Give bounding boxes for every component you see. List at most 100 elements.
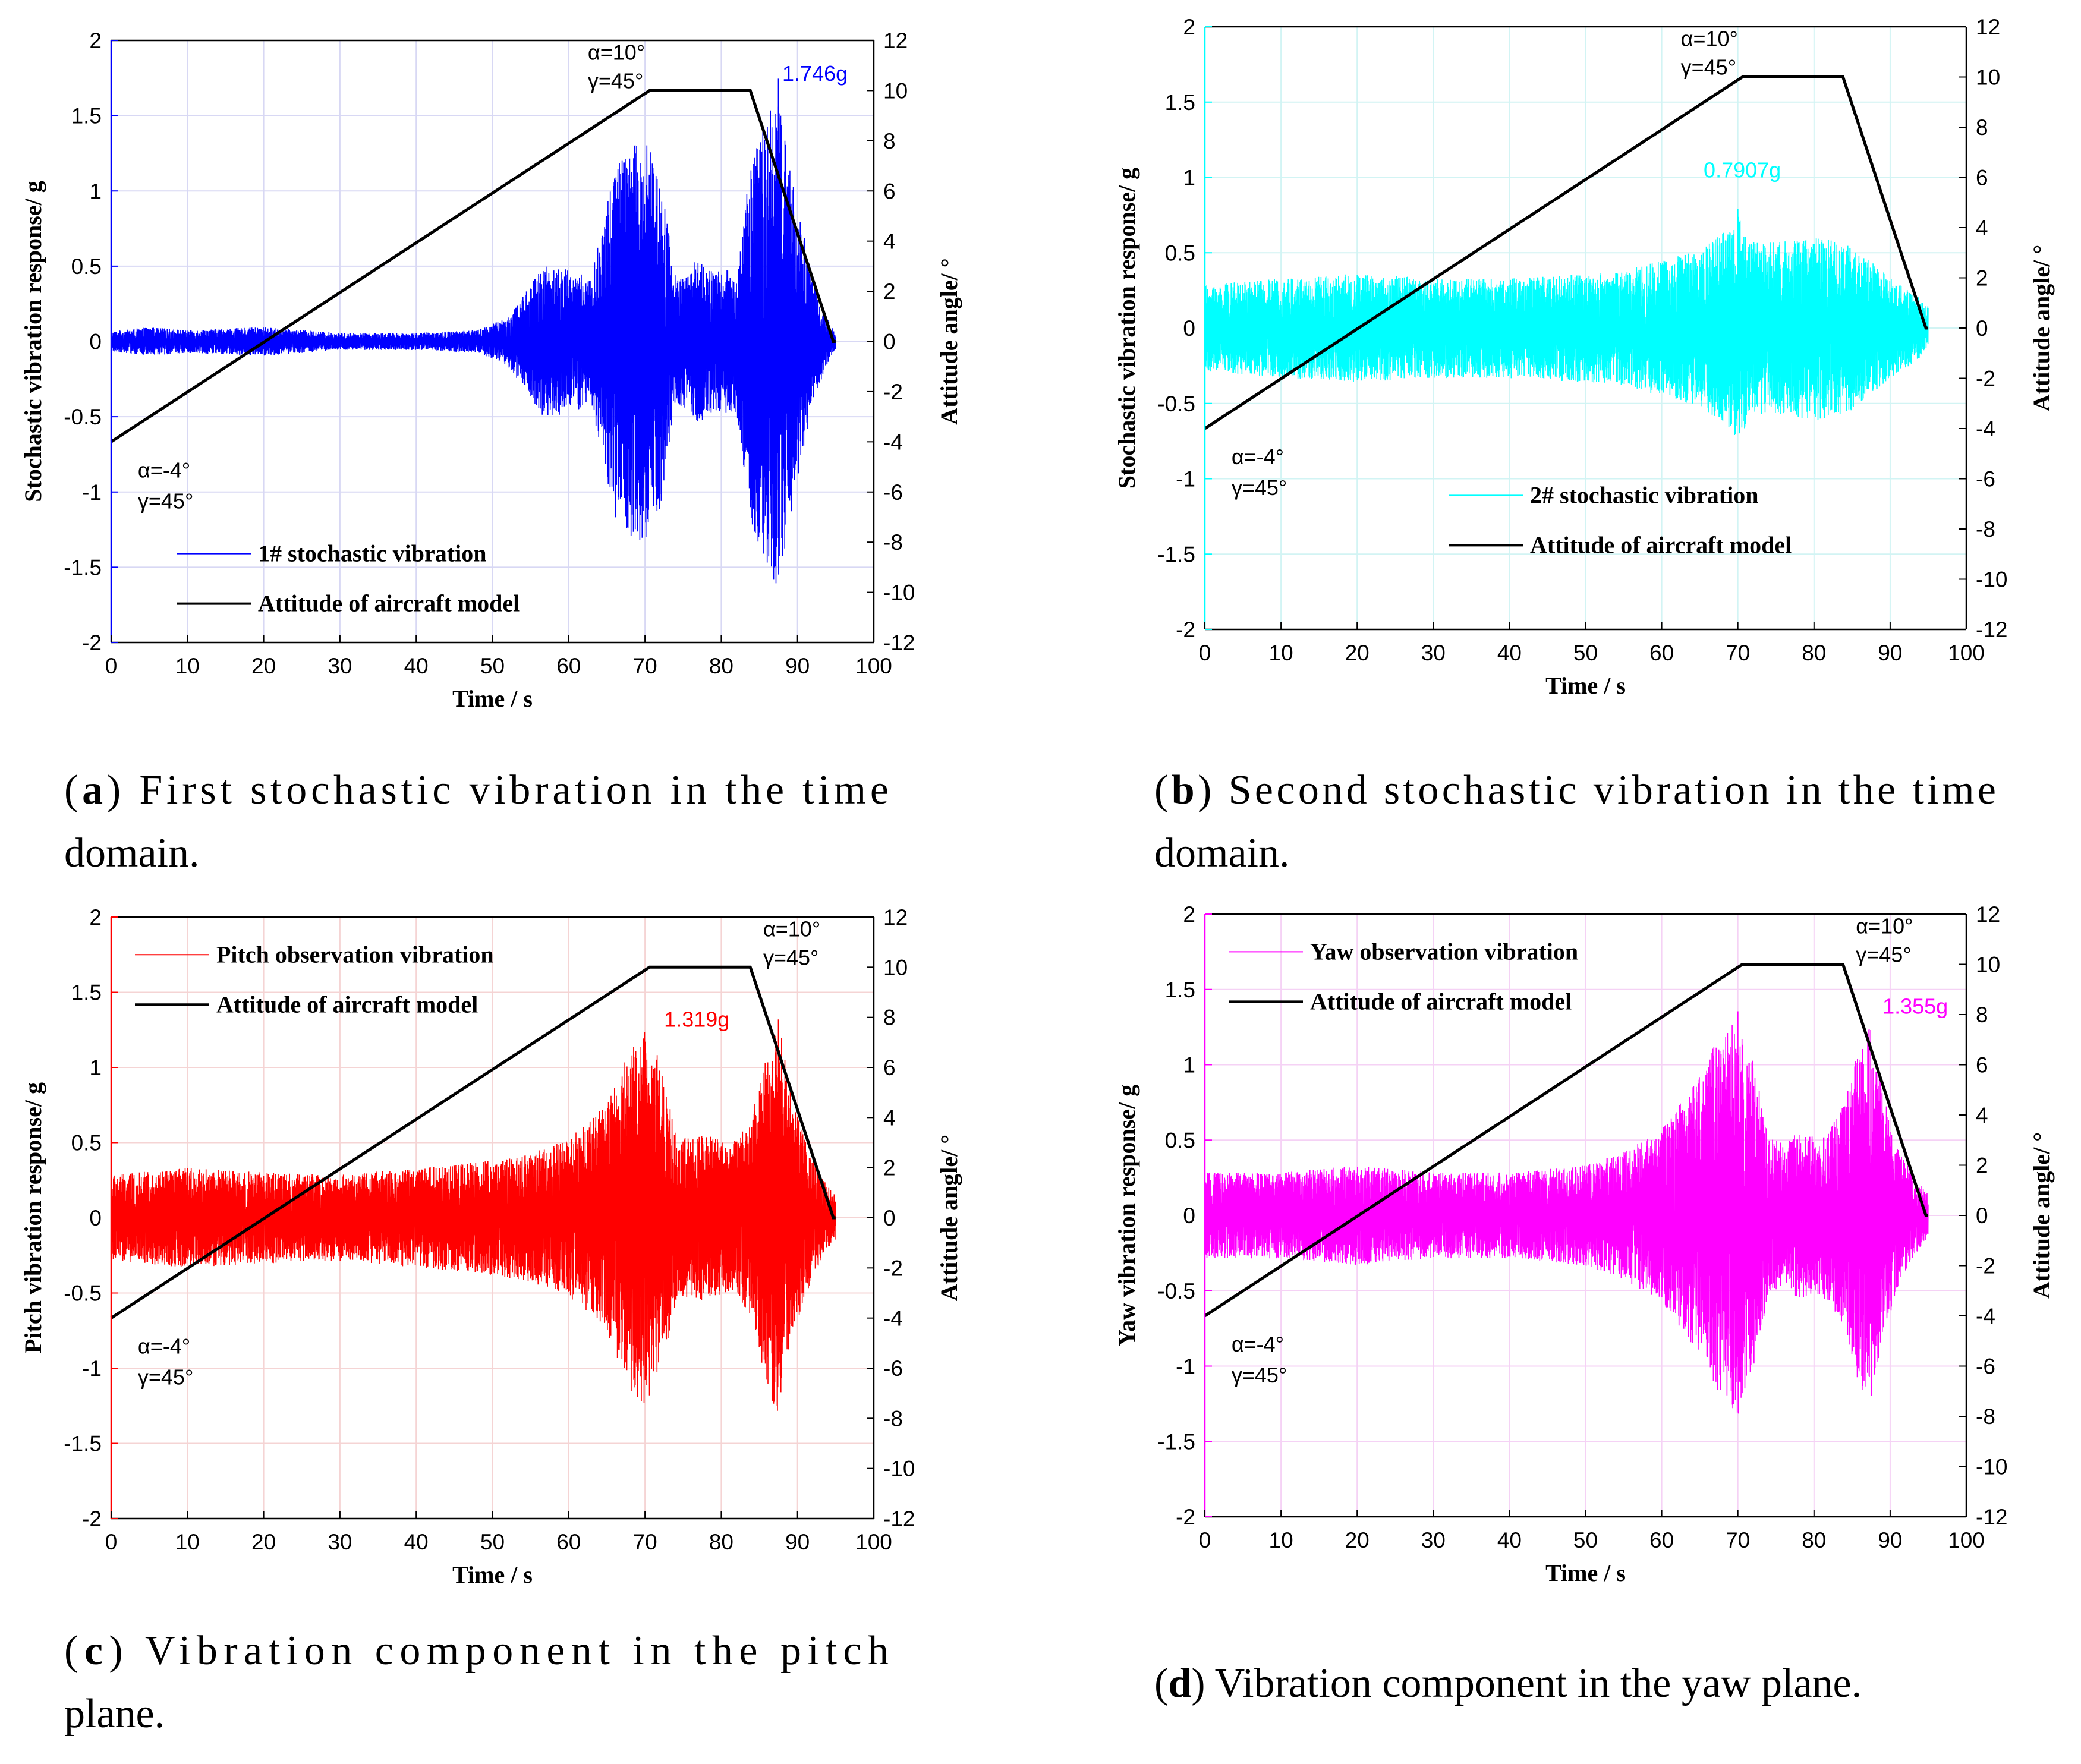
annotation-start-gamma: γ=45°: [1232, 475, 1287, 500]
y-tick-label: 1.5: [71, 104, 102, 128]
y2-tick-label: -6: [1976, 467, 1995, 492]
y2-axis-title: Attitude angle/ °: [936, 258, 962, 424]
y2-tick-label: 0: [883, 1206, 896, 1230]
x-tick-label: 0: [1199, 1528, 1211, 1552]
x-tick-label: 0: [1199, 641, 1211, 665]
x-tick-label: 80: [709, 654, 733, 678]
y-tick-label: 0.5: [71, 254, 102, 279]
x-tick-label: 100: [855, 1530, 892, 1554]
annotation-start-alpha: α=-4°: [1232, 445, 1284, 469]
y2-tick-label: 4: [883, 1105, 896, 1130]
annotation-plateau-gamma: γ=45°: [1681, 55, 1736, 80]
y2-tick-label: 10: [883, 955, 908, 979]
panel-c: 0 10 20 30 40 50 60 70 80 90 100-2-1.5-1-0.500.511…: [20, 905, 962, 1737]
x-tick-label: 40: [1497, 1528, 1522, 1552]
annotation-plateau-gamma: γ=45°: [588, 68, 643, 93]
caption-text: Vibration component in the pitch: [145, 1628, 889, 1674]
x-axis-title: Time / s: [452, 685, 533, 712]
x-tick-label: 70: [633, 1530, 657, 1554]
y-tick-label: -2: [1176, 1505, 1195, 1529]
y-tick-label: 0.5: [1165, 1128, 1195, 1152]
y2-tick-label: 6: [1976, 166, 1988, 190]
legend-label-attitude: Attitude of aircraft model: [1530, 531, 1792, 558]
y-tick-label: -0.5: [1157, 1279, 1195, 1303]
x-tick-label: 70: [633, 654, 657, 678]
y2-tick-label: 4: [883, 229, 896, 254]
caption-letter: c: [84, 1628, 103, 1674]
caption-paren-open: (: [64, 1628, 78, 1674]
x-tick-label: 100: [855, 654, 892, 678]
annotation-start-alpha: α=-4°: [138, 458, 190, 482]
y-tick-label: -2: [82, 631, 102, 655]
peak-label: 0.7907g: [1704, 158, 1781, 182]
y2-tick-label: -4: [883, 1306, 903, 1331]
y2-tick-label: 2: [883, 1156, 896, 1180]
y2-axis-title: Attitude angle/ °: [2028, 1132, 2055, 1299]
y2-tick-label: 12: [883, 905, 908, 930]
caption-line-2: plane.: [64, 1691, 165, 1737]
y2-tick-label: -8: [883, 1406, 903, 1431]
y-tick-label: 2: [89, 29, 102, 53]
peak-label: 1.746g: [782, 61, 848, 86]
y-tick-label: 0: [89, 1206, 102, 1230]
caption-paren-close: ): [109, 1628, 138, 1674]
y-tick-label: -1.5: [1157, 542, 1195, 566]
annotation-start-gamma: γ=45°: [1232, 1363, 1287, 1387]
y2-tick-label: -4: [1976, 1304, 1995, 1328]
vibration-series-line: [111, 1032, 836, 1411]
y-tick-label: -0.5: [64, 1281, 102, 1306]
caption-text: Second stochastic vibration in the time: [1229, 767, 1996, 813]
annotation-plateau-gamma: γ=45°: [763, 945, 818, 969]
y2-tick-label: 12: [1976, 15, 2000, 39]
y-tick-label: 1.5: [1165, 978, 1195, 1002]
annotation-plateau-alpha: α=10°: [588, 40, 645, 64]
y-tick-label: 2: [89, 905, 102, 930]
x-axis-title: Time / s: [1545, 672, 1626, 699]
x-tick-label: 40: [1497, 641, 1522, 665]
caption-paren-close: ): [1191, 1661, 1215, 1706]
y-tick-label: 1: [89, 179, 102, 203]
x-tick-label: 50: [1573, 641, 1598, 665]
y2-tick-label: -12: [1976, 618, 2007, 642]
x-tick-label: 10: [1269, 1528, 1293, 1552]
panel-b: 0 10 20 30 40 50 60 70 80 90 100-2-1.5-1-0.500.511…: [1113, 15, 2055, 876]
vibration-series-line: [111, 106, 836, 584]
legend-label-vibration: 2# stochastic vibration: [1530, 481, 1758, 508]
y2-tick-label: 6: [1976, 1053, 1988, 1078]
attitude-series-line: [110, 965, 836, 1319]
y2-tick-label: 0: [1976, 1204, 1988, 1228]
legend-label-attitude: Attitude of aircraft model: [258, 590, 520, 617]
y2-tick-label: 4: [1976, 1103, 1988, 1127]
x-tick-label: 30: [1421, 641, 1446, 665]
x-tick-label: 50: [1573, 1528, 1598, 1552]
y-tick-label: -0.5: [1157, 392, 1195, 416]
panel-a: 0 10 20 30 40 50 60 70 80 90 100-2-1.5-1-0.500.511…: [20, 29, 962, 876]
caption-paren-open: (: [1154, 1661, 1168, 1706]
caption-paren-close: ): [107, 767, 136, 813]
y2-tick-label: -8: [1976, 1404, 1995, 1429]
caption-line-1: (c) Vibration component in the pitch: [64, 1628, 889, 1674]
y2-tick-label: -6: [1976, 1354, 1995, 1379]
y-tick-label: 2: [1183, 15, 1195, 39]
x-tick-label: 100: [1948, 641, 1985, 665]
y2-tick-label: 0: [1976, 316, 1988, 341]
caption-line-1: (b) Second stochastic vibration in the t…: [1154, 767, 1996, 813]
y2-tick-label: -6: [883, 480, 903, 505]
y2-tick-label: -4: [883, 430, 903, 454]
annotation-plateau-alpha: α=10°: [1681, 27, 1738, 51]
x-tick-label: 90: [1878, 1528, 1902, 1552]
annotation-start-alpha: α=-4°: [1232, 1332, 1284, 1356]
caption-line-2: domain.: [1154, 830, 1289, 876]
y2-tick-label: -2: [883, 1256, 903, 1280]
y-tick-label: -1: [1176, 1354, 1195, 1379]
x-tick-label: 80: [709, 1530, 733, 1554]
x-tick-label: 10: [1269, 641, 1293, 665]
y2-tick-label: 10: [1976, 65, 2000, 90]
caption-paren-close: ): [1198, 767, 1225, 813]
x-tick-label: 70: [1726, 641, 1750, 665]
y2-tick-label: -6: [883, 1356, 903, 1381]
y-axis-title: Stochastic vibration response/ g: [20, 181, 46, 502]
legend: 2# stochastic vibration Attitude of aircr…: [1449, 481, 1792, 558]
caption-text: First stochastic vibration in the time: [139, 767, 889, 813]
